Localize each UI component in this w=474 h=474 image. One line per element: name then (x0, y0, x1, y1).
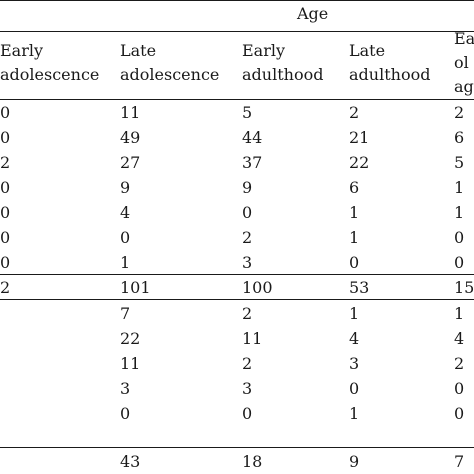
age-underline (0, 31, 474, 32)
subtotal-bottom-rule (0, 299, 474, 300)
col-header-late-adolescence-1: Late (120, 41, 157, 60)
col-header-early-adulthood-2: adulthood (242, 65, 324, 84)
total-top-rule (0, 447, 474, 448)
col-header-early-adulthood-1: Early (242, 41, 286, 60)
header-bottom-rule (0, 99, 474, 100)
col-header-early-old-age-1: Ea (454, 29, 474, 48)
col-header-late-adolescence-2: adolescence (120, 65, 220, 84)
col-header-late-adulthood-2: adulthood (349, 65, 431, 84)
col-header-early-adolescence-2: adolescence (0, 65, 100, 84)
age-group-header: Age (297, 4, 329, 23)
col-header-early-old-age-3: ag (454, 77, 474, 96)
top-rule (0, 0, 474, 1)
subtotal-top-rule (0, 274, 474, 275)
col-header-early-old-age-2: ol (454, 53, 469, 72)
col-header-late-adulthood-1: Late (349, 41, 386, 60)
col-header-early-adolescence-1: Early (0, 41, 44, 60)
